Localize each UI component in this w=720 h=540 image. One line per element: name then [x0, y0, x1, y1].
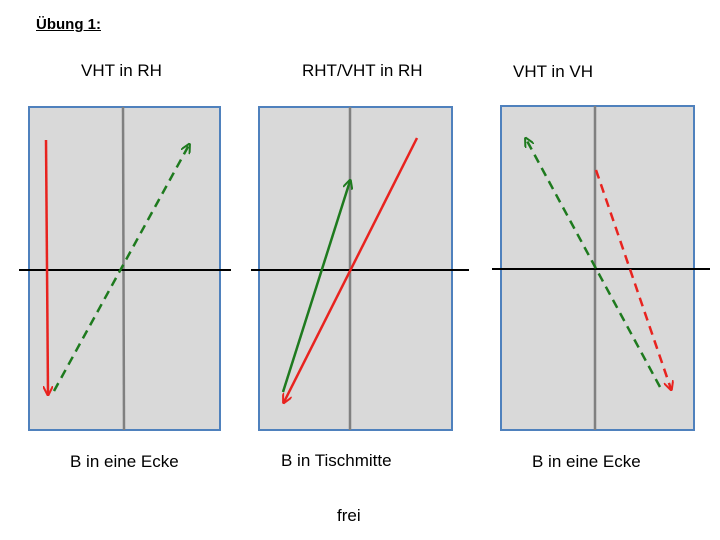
green-dashed-arrow: [526, 139, 662, 388]
red-arrow: [284, 137, 419, 402]
center-line: [121, 106, 126, 431]
table-surface: [258, 106, 453, 431]
panel-3-caption: B in eine Ecke: [532, 452, 641, 471]
panel-2-title: RHT/VHT in RH: [302, 61, 423, 80]
red-dashed-arrow: [594, 169, 671, 389]
footer-label: frei: [337, 506, 361, 525]
panel-1-table: [19, 106, 231, 431]
panel-3-table: [492, 105, 710, 431]
panel-3-title: VHT in VH: [513, 62, 593, 81]
panel-1-caption: B in eine Ecke: [70, 452, 179, 471]
panel-2-caption: B in Tischmitte: [281, 451, 392, 470]
red-arrow: [46, 139, 48, 394]
exercise-heading: Übung 1:: [36, 16, 101, 33]
green-arrow: [281, 181, 350, 393]
panel-1-title: VHT in RH: [81, 61, 162, 80]
green-dashed-arrow: [52, 145, 189, 392]
panel-2-table: [251, 106, 469, 431]
